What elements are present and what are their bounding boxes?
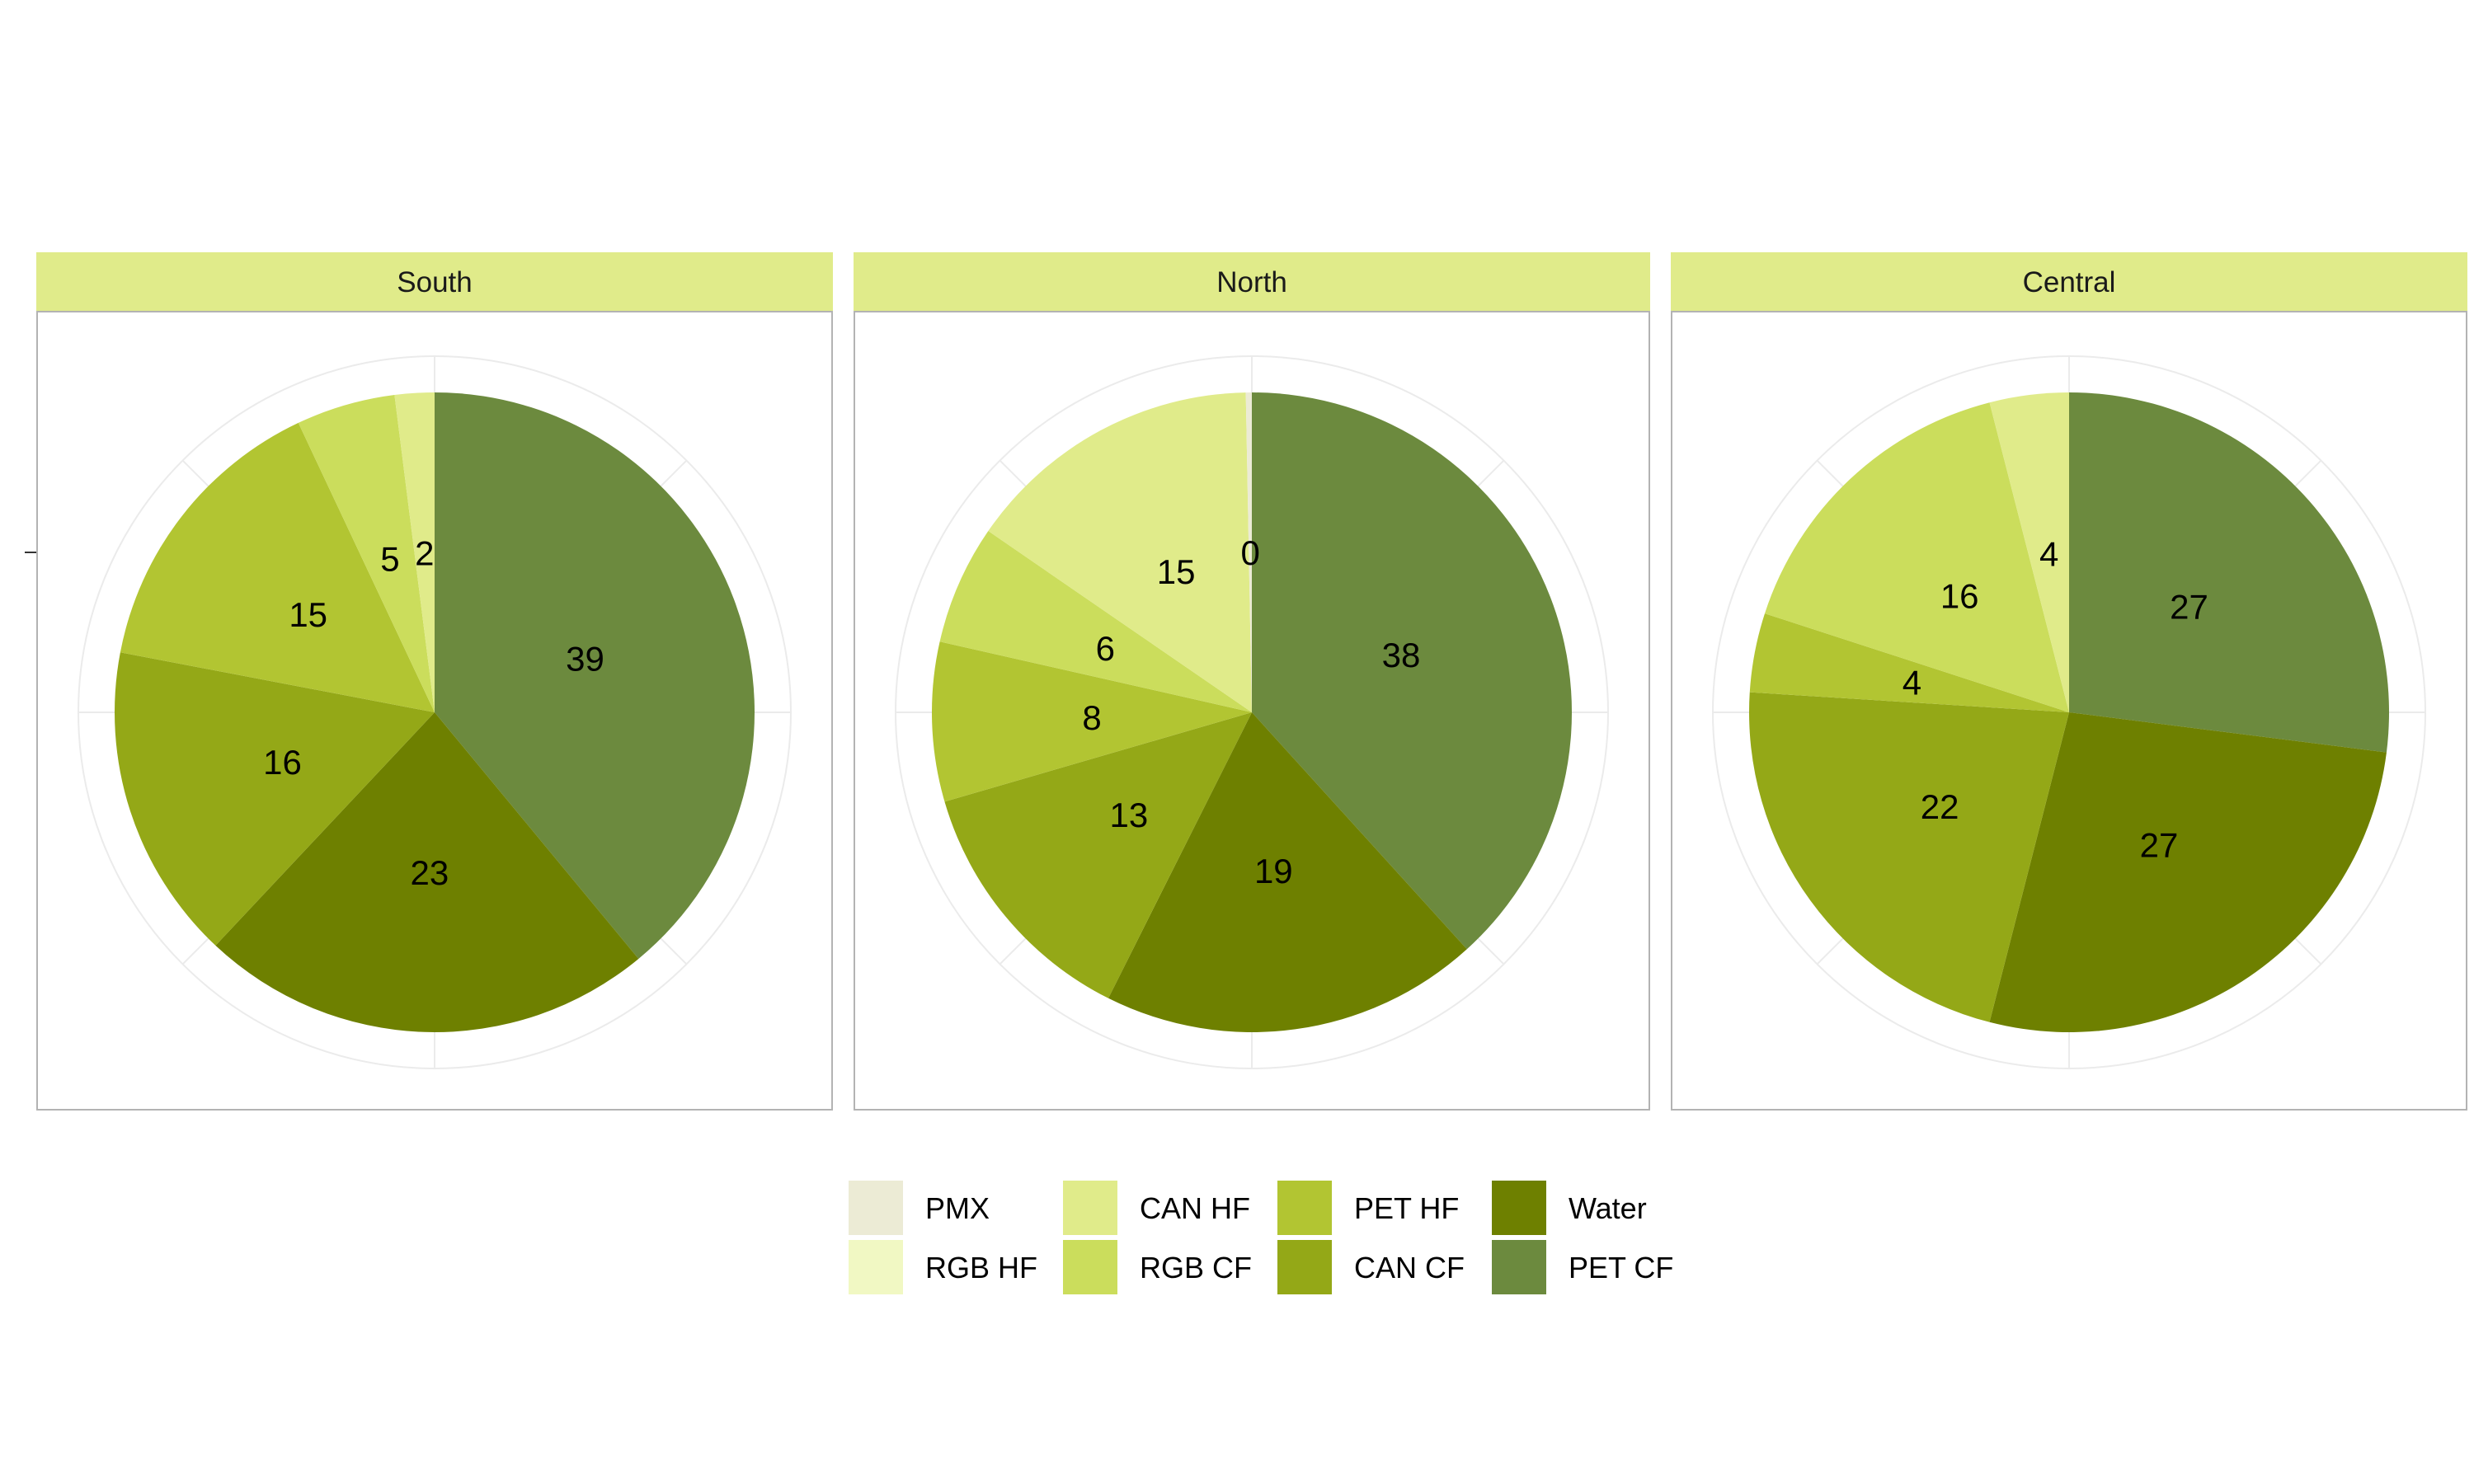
pie-slice-pet-cf bbox=[1252, 392, 1573, 950]
data-label-water: 23 bbox=[411, 853, 449, 892]
legend-label: CAN CF bbox=[1354, 1251, 1465, 1284]
data-label-pmx: 0 bbox=[1241, 533, 1260, 572]
legend-label: CAN HF bbox=[1140, 1191, 1250, 1225]
pie-slice-pmx bbox=[1245, 392, 1252, 712]
legend-key bbox=[1492, 1181, 1546, 1235]
strip-title: Central bbox=[2023, 266, 2116, 298]
legend-label: PET CF bbox=[1569, 1251, 1673, 1284]
legend-key bbox=[1277, 1181, 1332, 1235]
pie-slice-pet-cf bbox=[2069, 392, 2389, 753]
pie-slice-can-cf bbox=[114, 652, 435, 946]
data-label-water: 19 bbox=[1254, 852, 1293, 890]
data-label-water: 27 bbox=[2140, 826, 2179, 865]
strip-background bbox=[1671, 252, 2467, 312]
panel-north: North 38 19 13 8 6 15 0 bbox=[854, 252, 1650, 1111]
legend-key bbox=[849, 1181, 903, 1235]
data-label-pet-hf: 8 bbox=[1082, 698, 1101, 737]
legend-item-pet-hf: PET HF bbox=[1277, 1181, 1459, 1235]
panel-central: Central 27 27 22 4 16 4 bbox=[1671, 252, 2467, 1111]
data-label-can-cf: 16 bbox=[263, 743, 302, 782]
legend: PMX RGB HF CAN HF RGB CF PET HF CAN CF Water PE… bbox=[849, 1181, 1673, 1294]
legend-item-pet-cf: PET CF bbox=[1492, 1240, 1673, 1294]
data-label-pet-hf: 4 bbox=[1903, 664, 1921, 702]
pie-slice-can-cf bbox=[1749, 692, 2069, 1022]
strip-title: South bbox=[397, 266, 472, 298]
legend-key bbox=[1063, 1240, 1117, 1294]
data-label-can-cf: 13 bbox=[1110, 796, 1149, 834]
legend-key bbox=[1492, 1240, 1546, 1294]
legend-label: PET HF bbox=[1354, 1191, 1459, 1225]
legend-item-pmx: PMX bbox=[849, 1181, 990, 1235]
facet-panels: South 39 23 16 15 5 2 North 38 19 13 8 6 15 0 Central 27… bbox=[25, 252, 2467, 1111]
data-label-pet-cf: 39 bbox=[566, 639, 604, 678]
strip-title: North bbox=[1216, 266, 1287, 298]
legend-item-rgb-cf: RGB CF bbox=[1063, 1240, 1252, 1294]
panel-south: South 39 23 16 15 5 2 bbox=[36, 252, 833, 1111]
pie-slice-pet-hf bbox=[120, 422, 435, 712]
pie-slice-rgb-cf bbox=[1764, 402, 2069, 712]
data-label-rgb-cf: 6 bbox=[1096, 629, 1115, 668]
data-label-rgb-cf: 5 bbox=[380, 540, 399, 579]
legend-label: Water bbox=[1569, 1191, 1647, 1225]
legend-key bbox=[849, 1240, 903, 1294]
pie-slice-pet-hf bbox=[931, 641, 1252, 802]
legend-item-can-hf: CAN HF bbox=[1063, 1181, 1250, 1235]
pie-slice-water bbox=[1108, 712, 1467, 1033]
pie-slice-pet-hf bbox=[1749, 613, 2069, 712]
legend-item-rgb-hf: RGB HF bbox=[849, 1240, 1037, 1294]
legend-item-can-cf: CAN CF bbox=[1277, 1240, 1465, 1294]
data-label-pet-cf: 27 bbox=[2170, 588, 2208, 627]
data-label-can-hf: 4 bbox=[2039, 535, 2058, 574]
pie-slice-can-cf bbox=[944, 712, 1252, 998]
data-label-rgb-cf: 16 bbox=[1940, 577, 1979, 616]
pie-slice-rgb-cf bbox=[939, 531, 1252, 712]
legend-key bbox=[1277, 1240, 1332, 1294]
pie-slice-can-hf bbox=[394, 392, 435, 712]
legend-label: RGB CF bbox=[1140, 1251, 1252, 1284]
legend-label: PMX bbox=[925, 1191, 990, 1225]
pie-slice-water bbox=[215, 712, 639, 1032]
strip-background bbox=[36, 252, 833, 312]
data-label-can-hf: 15 bbox=[1157, 552, 1196, 591]
pie-slice-water bbox=[1989, 712, 2387, 1032]
pie-slice-pet-cf bbox=[435, 392, 755, 959]
strip-background bbox=[854, 252, 1650, 312]
data-label-can-hf: 2 bbox=[415, 533, 434, 572]
data-label-pet-cf: 38 bbox=[1382, 636, 1421, 674]
legend-key bbox=[1063, 1181, 1117, 1235]
pie-slice-can-hf bbox=[1989, 392, 2069, 712]
pie-slice-rgb-cf bbox=[298, 395, 435, 712]
pie-slice-can-hf bbox=[988, 392, 1252, 712]
data-label-pet-hf: 15 bbox=[289, 595, 327, 634]
legend-item-water: Water bbox=[1492, 1181, 1647, 1235]
legend-label: RGB HF bbox=[925, 1251, 1037, 1284]
data-label-can-cf: 22 bbox=[1921, 787, 1959, 826]
